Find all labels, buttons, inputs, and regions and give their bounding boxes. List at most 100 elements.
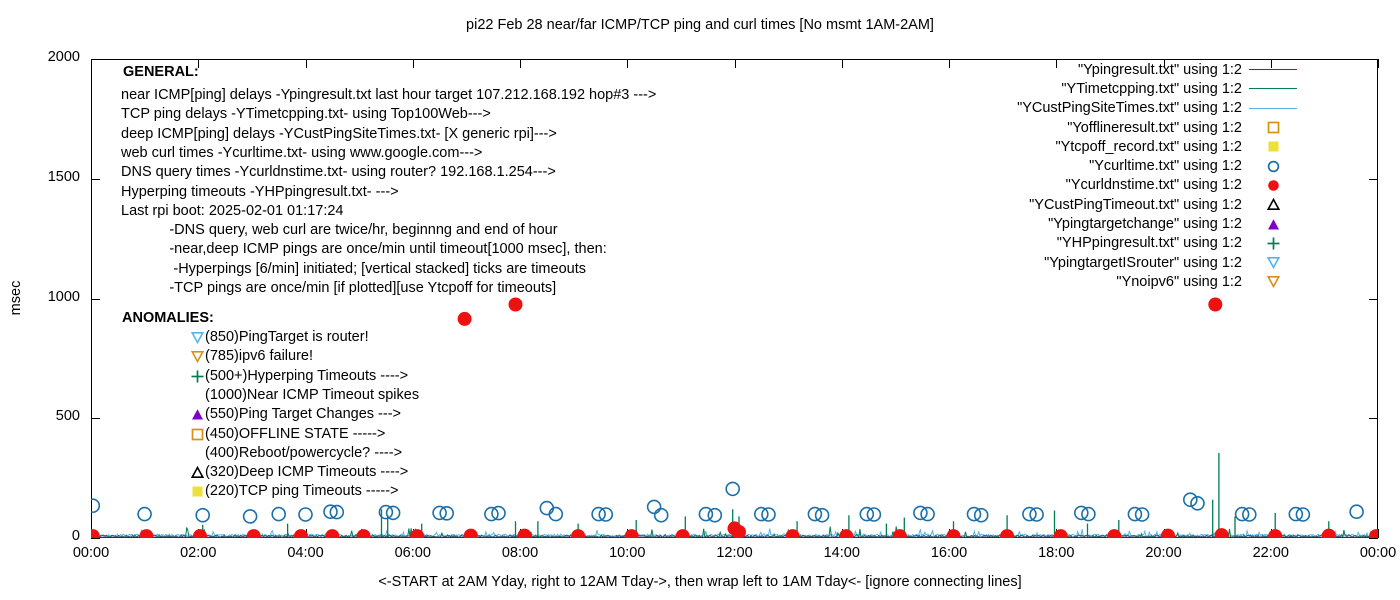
anomaly-symbol-square-open-orange-icon [191, 428, 205, 442]
x-axis-tick-top [1163, 59, 1165, 68]
legend-entry-label: "Ypingresult.txt" using 1:2 [1078, 61, 1242, 78]
data-point-Ycurltime.txt [1029, 507, 1044, 522]
data-point-Ycurltime.txt [1127, 506, 1143, 522]
data-point-Ycurldnstime.txt [356, 529, 371, 538]
x-axis-tick-top [1378, 59, 1379, 68]
legend-entry[interactable]: "YHPpingresult.txt" using 1:2 [1004, 234, 1304, 253]
legend-entry[interactable]: "Ynoipv6" using 1:2 [1004, 272, 1304, 291]
data-point-Ycurldnstime.txt [1321, 528, 1336, 538]
data-point-Ycurldnstime.txt [325, 529, 340, 538]
data-point-Ycurltime.txt [1242, 507, 1257, 522]
x-axis-label: 00:00 [1359, 545, 1397, 561]
data-point-Ycurltime.txt [866, 507, 882, 522]
data-point-Ycurldnstime.txt [1214, 528, 1229, 538]
legend-line-swatch [1249, 107, 1297, 109]
data-point-Ycurltime.txt [91, 498, 101, 513]
x-axis-tick-top [734, 59, 736, 68]
legend-entry-key-triangle-up-filled-icon [1242, 218, 1304, 231]
x-axis-label: 14:00 [823, 545, 860, 561]
data-point-Ycurltime.txt [242, 509, 258, 524]
data-point-Ycurltime.txt [137, 506, 152, 522]
anomaly-text: (850)PingTarget is router! [205, 329, 369, 345]
data-point-Ycurltime.txt [920, 506, 935, 522]
y-axis-label: 1500 [47, 168, 80, 185]
data-point-Ycurltime.txt [484, 506, 499, 522]
x-axis-tick-top [1270, 59, 1272, 68]
legend-entry-key-square-filled-icon [1242, 140, 1304, 153]
data-point-Ycurldnstime.txt [508, 297, 523, 312]
legend-entry-key-circle-open-icon [1242, 160, 1304, 173]
anomaly-symbol-triangle-up-filled-purple-icon [191, 408, 205, 422]
data-point-Ycurldnstime.txt [1161, 528, 1175, 538]
data-point-Ycurltime.txt [1190, 495, 1205, 511]
data-point-Ycurltime.txt [195, 507, 210, 523]
data-point-Ycurltime.txt [491, 505, 506, 521]
y-axis-tick-right [1369, 538, 1378, 539]
data-point-Ycurldnstime.txt [294, 529, 308, 538]
anomaly-text: (785)ipv6 failure! [205, 348, 313, 365]
legend-entry[interactable]: "Ycurldnstime.txt" using 1:2 [1004, 176, 1304, 195]
data-point-Ycurltime.txt [1081, 506, 1096, 522]
data-point-Ycurldnstime.txt [457, 311, 472, 326]
series-svg [91, 297, 1378, 538]
legend-entry-key-triangle-up-open-icon [1242, 198, 1304, 211]
x-axis-label: 04:00 [287, 545, 324, 561]
anomalies-heading: ANOMALIES: [122, 310, 214, 326]
general-line: DNS query times -Ycurldnstime.txt- using… [121, 164, 556, 181]
data-point-Ycurldnstime.txt [1000, 529, 1015, 538]
data-point-Ycurldnstime.txt [193, 529, 207, 538]
anomaly-text: (1000)Near ICMP Timeout spikes [205, 386, 420, 403]
anomaly-symbol-triangle-down-open-lightblue-icon [190, 331, 205, 345]
y-axis-tick [91, 538, 100, 539]
x-axis-label: 02:00 [180, 545, 217, 561]
data-point-Ycurltime.txt [539, 500, 555, 516]
legend-entry-label: "YCustPingTimeout.txt" using 1:2 [1029, 196, 1242, 213]
x-axis-tick-top [412, 59, 414, 68]
general-line: TCP ping delays -YTimetcpping.txt- using… [121, 106, 491, 123]
x-axis-tick-top [520, 59, 521, 68]
legend-entry[interactable]: "YCustPingTimeout.txt" using 1:2 [1004, 195, 1304, 214]
data-point-Ycurldnstime.txt [91, 529, 100, 538]
data-point-Ycurltime.txt [814, 507, 830, 523]
y-axis-label: 2000 [47, 49, 80, 65]
data-point-Ycurltime.txt [432, 505, 447, 521]
x-axis-tick-top [1056, 59, 1058, 68]
legend-entry-label: "Yofflineresult.txt" using 1:2 [1067, 119, 1242, 136]
legend-entry-key-line-icon [1242, 69, 1304, 71]
data-point-Ycurldnstime.txt [624, 529, 639, 538]
y-axis-label: 0 [71, 528, 80, 544]
legend-entry[interactable]: "Ytcpoff_record.txt" using 1:2 [1004, 137, 1304, 156]
data-point-Ycurltime.txt [323, 504, 338, 520]
data-point-Ycurltime.txt [548, 506, 564, 522]
x-axis-label: 00:00 [72, 545, 110, 561]
y-axis-label: 1000 [47, 288, 80, 305]
y-axis-tick-right [1369, 298, 1378, 300]
data-point-Ycurltime.txt [653, 507, 669, 523]
data-point-Ycurldnstime.txt [517, 528, 532, 538]
data-point-Ycurltime.txt [385, 505, 401, 521]
data-point-Ycurldnstime.txt [410, 529, 425, 538]
data-point-Ycurldnstime.txt [1053, 529, 1068, 538]
legend-entry[interactable]: "Ycurltime.txt" using 1:2 [1004, 156, 1304, 175]
anomaly-symbol-square-filled-yellow-icon [191, 485, 205, 499]
legend-entry[interactable]: "Ypingtargetchange" using 1:2 [1004, 214, 1304, 233]
data-point-Ycurldnstime.txt [463, 528, 478, 538]
y-axis-tick-right [1369, 418, 1378, 420]
legend-entry[interactable]: "YpingtargetISrouter" using 1:2 [1004, 253, 1304, 272]
legend-entry[interactable]: "Yofflineresult.txt" using 1:2 [1004, 118, 1304, 137]
data-point-Ycurltime.txt [913, 505, 928, 521]
legend-entry-label: "Ytcpoff_record.txt" using 1:2 [1055, 138, 1242, 155]
legend-entry[interactable]: "YTimetcpping.txt" using 1:2 [1004, 79, 1304, 98]
y-axis-tick [91, 178, 100, 180]
legend-entry[interactable]: "Ypingresult.txt" using 1:2 [1004, 60, 1304, 79]
legend-entry[interactable]: "YCustPingSiteTimes.txt" using 1:2 [1004, 99, 1304, 118]
data-point-Ycurltime.txt [761, 507, 776, 522]
data-point-Ycurldnstime.txt [892, 529, 907, 538]
x-axis-label: 20:00 [1145, 545, 1182, 561]
anomaly-text: (550)Ping Target Changes ---> [205, 406, 401, 423]
legend-entry-label: "YCustPingSiteTimes.txt" using 1:2 [1017, 100, 1242, 117]
x-axis-tick-top [841, 59, 843, 68]
legend-entry-key-triangle-down-open-icon [1242, 275, 1304, 289]
y-axis-tick [91, 298, 100, 300]
legend-line-swatch [1249, 88, 1297, 90]
